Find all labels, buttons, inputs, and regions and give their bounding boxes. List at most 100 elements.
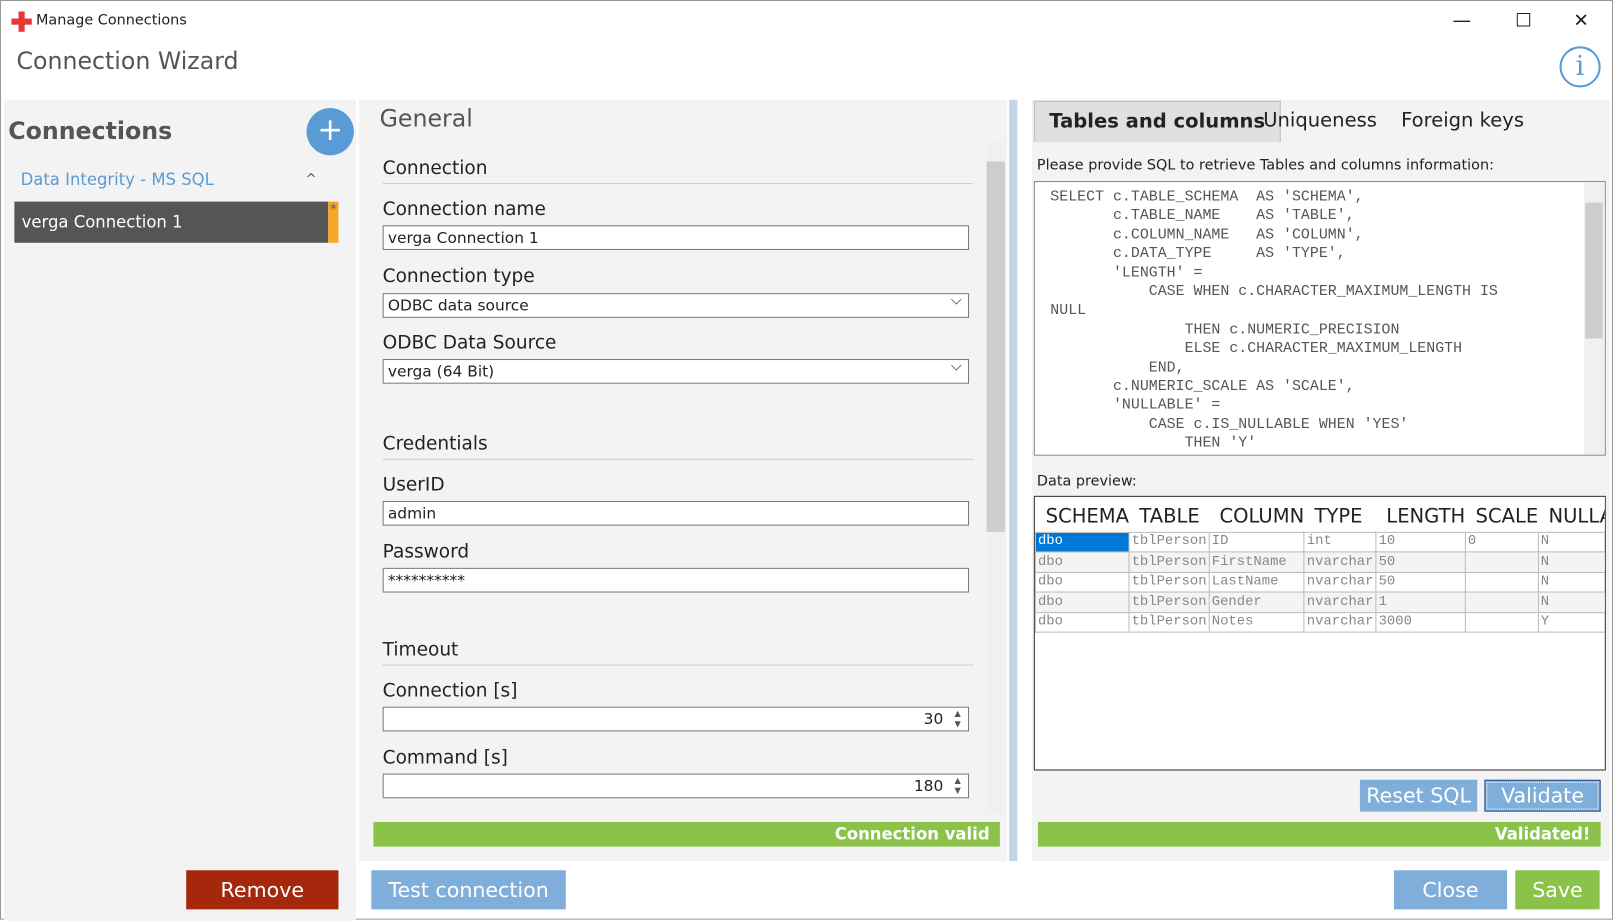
userid-input[interactable]: admin [382, 500, 970, 526]
table-cell[interactable]: N [1537, 571, 1605, 593]
table-cell[interactable] [1464, 611, 1539, 633]
command-timeout-label: Command [s] [382, 746, 508, 769]
table-cell[interactable]: 0 [1464, 531, 1539, 553]
table-cell[interactable]: tblPerson [1128, 591, 1210, 613]
column-header[interactable]: SCALE [1465, 496, 1539, 532]
odbc-source-select[interactable]: verga (64 Bit) [382, 358, 970, 384]
table-cell[interactable]: nvarchar [1303, 551, 1377, 573]
connection-type-select[interactable]: ODBC data source [382, 292, 970, 318]
table-cell[interactable] [1464, 591, 1539, 613]
validate-button[interactable]: Validate [1484, 779, 1601, 812]
app-cross-icon [11, 11, 32, 32]
command-timeout-input[interactable]: 180 ▲ ▼ [382, 773, 970, 799]
connection-timeout-input[interactable]: 30 ▲ ▼ [382, 706, 970, 732]
scrollbar-thumb[interactable] [1585, 202, 1603, 339]
table-cell[interactable]: dbo [1034, 551, 1130, 573]
table-cell[interactable]: dbo [1034, 591, 1130, 613]
general-heading: General [379, 105, 473, 133]
connection-type-label: Connection type [382, 265, 535, 288]
sql-text[interactable]: SELECT c.TABLE_SCHEMA AS 'SCHEMA', c.TAB… [1050, 189, 1498, 452]
data-preview-grid[interactable]: SCHEMATABLECOLUMNTYPELENGTHSCALENULLABLE… [1033, 495, 1606, 771]
connection-timeout-label: Connection [s] [382, 679, 518, 702]
spinner-icon[interactable]: ▲ ▼ [954, 775, 961, 796]
column-header[interactable]: LENGTH [1376, 496, 1466, 532]
minimize-button[interactable]: — [1452, 10, 1472, 32]
credentials-section: Credentials [382, 433, 974, 460]
table-cell[interactable]: Gender [1208, 591, 1305, 613]
userid-label: UserID [382, 474, 445, 496]
reset-sql-button[interactable]: Reset SQL [1359, 779, 1478, 812]
table-cell[interactable]: 50 [1375, 571, 1466, 593]
table-cell[interactable]: int [1303, 531, 1377, 553]
sql-editor[interactable]: SELECT c.TABLE_SCHEMA AS 'SCHEMA', c.TAB… [1033, 181, 1606, 456]
timeout-section: Timeout [382, 639, 974, 666]
table-cell[interactable]: nvarchar [1303, 591, 1377, 613]
table-row[interactable]: dbo tblPerson Gender nvarchar 1 N [1034, 591, 1605, 613]
table-cell[interactable]: Notes [1208, 611, 1305, 633]
maximize-button[interactable]: ☐ [1515, 10, 1532, 32]
column-header[interactable]: TYPE [1304, 496, 1377, 532]
page-title: Connection Wizard [16, 48, 239, 76]
password-input[interactable]: ********** [382, 567, 970, 593]
table-cell[interactable]: 50 [1375, 551, 1466, 573]
connection-group[interactable]: Data Integrity - MS SQL [20, 169, 214, 190]
tab-uniqueness[interactable]: Uniqueness [1263, 109, 1377, 132]
command-timeout-value: 180 [913, 776, 944, 796]
table-cell[interactable]: tblPerson [1128, 551, 1210, 573]
add-connection-button[interactable]: + [306, 108, 354, 156]
table-cell[interactable]: Y [1537, 611, 1605, 633]
info-icon[interactable]: i [1559, 46, 1601, 88]
sql-prompt: Please provide SQL to retrieve Tables an… [1036, 157, 1494, 174]
remove-button[interactable]: Remove [186, 870, 339, 910]
chevron-up-icon[interactable]: ^ [305, 171, 317, 188]
modified-marker: * [328, 201, 339, 243]
column-header[interactable]: SCHEMA [1035, 496, 1130, 532]
table-row[interactable]: dbo tblPerson LastName nvarchar 50 N [1034, 571, 1605, 593]
connection-name-label: Connection name [382, 198, 546, 221]
table-cell[interactable]: dbo [1034, 531, 1130, 553]
table-cell[interactable]: nvarchar [1303, 611, 1377, 633]
table-row[interactable]: dbo tblPerson ID int 10 0 N [1034, 531, 1605, 553]
table-cell[interactable]: 10 [1375, 531, 1466, 553]
spinner-icon[interactable]: ▲ ▼ [954, 708, 961, 729]
connections-heading: Connections [8, 118, 173, 146]
table-cell[interactable]: tblPerson [1128, 571, 1210, 593]
close-button[interactable]: Close [1393, 870, 1508, 910]
table-cell[interactable] [1464, 551, 1539, 573]
test-connection-button[interactable]: Test connection [371, 870, 566, 910]
tab-foreign-keys[interactable]: Foreign keys [1401, 109, 1525, 132]
connection-name-input[interactable]: verga Connection 1 [382, 225, 970, 250]
table-cell[interactable]: nvarchar [1303, 571, 1377, 593]
column-header[interactable]: NULLABLE [1538, 496, 1605, 532]
validation-status: Validated! [1037, 821, 1601, 847]
table-cell[interactable]: tblPerson [1128, 611, 1210, 633]
close-window-button[interactable]: ✕ [1573, 10, 1589, 32]
table-row[interactable]: dbo tblPerson FirstName nvarchar 50 N [1034, 551, 1605, 573]
table-cell[interactable]: 1 [1375, 591, 1466, 613]
panel-splitter[interactable] [1009, 99, 1018, 862]
connection-timeout-value: 30 [923, 709, 944, 729]
table-cell[interactable]: dbo [1034, 611, 1130, 633]
title-bar: Manage Connections — ☐ ✕ [1, 1, 1612, 40]
table-cell[interactable]: ID [1208, 531, 1305, 553]
odbc-source-label: ODBC Data Source [382, 332, 557, 354]
connection-item[interactable]: verga Connection 1 [14, 201, 329, 243]
table-cell[interactable]: 3000 [1375, 611, 1466, 633]
table-cell[interactable]: N [1537, 591, 1605, 613]
table-cell[interactable]: LastName [1208, 571, 1305, 593]
table-cell[interactable]: FirstName [1208, 551, 1305, 573]
table-cell[interactable]: dbo [1034, 571, 1130, 593]
table-cell[interactable] [1464, 571, 1539, 593]
table-row[interactable]: dbo tblPerson Notes nvarchar 3000 Y [1034, 611, 1605, 633]
table-cell[interactable]: N [1537, 551, 1605, 573]
save-button[interactable]: Save [1515, 870, 1600, 910]
column-header[interactable]: COLUMN [1209, 496, 1305, 532]
connection-type-value: ODBC data source [387, 296, 529, 315]
window-title: Manage Connections [36, 12, 187, 29]
tab-tables-and-columns[interactable]: Tables and columns [1033, 100, 1281, 142]
column-header[interactable]: TABLE [1129, 496, 1210, 532]
table-cell[interactable]: tblPerson [1128, 531, 1210, 553]
table-cell[interactable]: N [1537, 531, 1605, 553]
scrollbar-thumb[interactable] [986, 161, 1006, 532]
